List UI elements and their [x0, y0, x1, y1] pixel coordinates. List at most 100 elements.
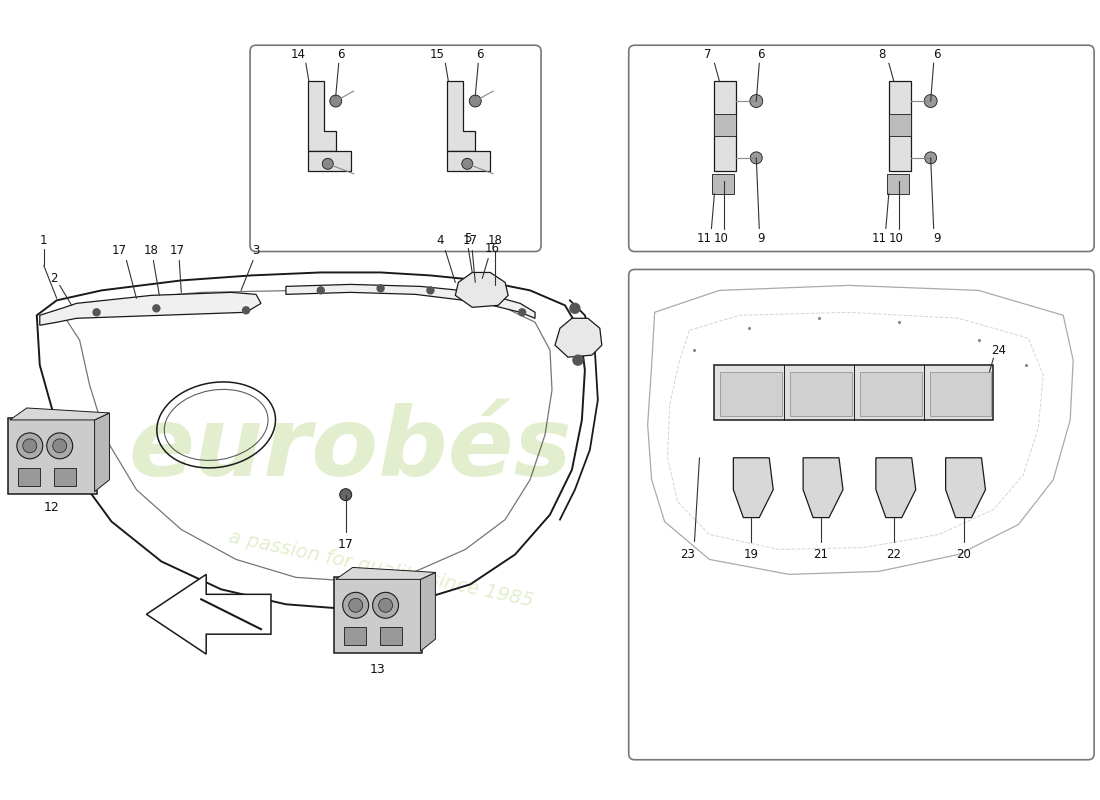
Bar — [713, 174, 735, 194]
Text: 21: 21 — [814, 548, 828, 561]
Text: 6: 6 — [476, 48, 484, 61]
Polygon shape — [455, 273, 508, 307]
Circle shape — [472, 293, 478, 300]
Polygon shape — [876, 458, 915, 518]
Polygon shape — [714, 81, 736, 170]
Circle shape — [924, 94, 937, 107]
Text: 11: 11 — [871, 232, 887, 245]
Text: 5: 5 — [464, 232, 472, 245]
Circle shape — [518, 309, 526, 316]
FancyBboxPatch shape — [8, 418, 97, 494]
Polygon shape — [146, 574, 271, 654]
Bar — [720, 372, 782, 416]
Polygon shape — [40, 292, 261, 326]
Polygon shape — [556, 318, 602, 357]
Bar — [343, 627, 365, 645]
Polygon shape — [336, 567, 436, 579]
Polygon shape — [448, 81, 475, 151]
Circle shape — [427, 287, 433, 294]
Text: 17: 17 — [463, 234, 477, 247]
Circle shape — [16, 433, 43, 458]
Circle shape — [470, 95, 481, 107]
Text: 6: 6 — [337, 48, 344, 61]
Polygon shape — [286, 285, 535, 318]
Polygon shape — [889, 81, 911, 170]
Text: 14: 14 — [290, 48, 306, 61]
Bar — [860, 372, 922, 416]
Polygon shape — [803, 458, 843, 518]
Bar — [930, 372, 991, 416]
Polygon shape — [420, 572, 436, 651]
Bar — [887, 174, 909, 194]
Text: 8: 8 — [878, 48, 886, 61]
FancyBboxPatch shape — [629, 270, 1094, 760]
FancyBboxPatch shape — [629, 46, 1094, 251]
Bar — [54, 468, 76, 486]
Text: 20: 20 — [956, 548, 971, 561]
Circle shape — [462, 158, 473, 170]
Text: 18: 18 — [144, 244, 158, 257]
Polygon shape — [10, 408, 110, 420]
Text: a passion for quality since 1985: a passion for quality since 1985 — [227, 528, 535, 611]
Text: 6: 6 — [933, 48, 940, 61]
Circle shape — [570, 303, 580, 314]
Text: 1: 1 — [40, 234, 47, 247]
FancyBboxPatch shape — [250, 46, 541, 251]
Circle shape — [23, 439, 36, 453]
Text: 2: 2 — [50, 272, 57, 285]
Text: 19: 19 — [744, 548, 759, 561]
Text: 24: 24 — [991, 344, 1005, 357]
Bar — [379, 627, 401, 645]
Circle shape — [94, 309, 100, 316]
Polygon shape — [308, 151, 351, 170]
Text: 17: 17 — [169, 244, 185, 257]
Circle shape — [340, 489, 352, 501]
Circle shape — [750, 94, 762, 107]
Circle shape — [343, 592, 368, 618]
Circle shape — [377, 285, 384, 292]
Circle shape — [573, 355, 583, 365]
Circle shape — [330, 95, 342, 107]
Text: 4: 4 — [437, 234, 444, 247]
Bar — [714, 365, 993, 420]
Circle shape — [378, 598, 393, 612]
Text: 17: 17 — [112, 244, 126, 257]
Circle shape — [373, 592, 398, 618]
Text: eurobés: eurobés — [129, 403, 572, 496]
Bar — [714, 114, 736, 136]
Text: 9: 9 — [758, 232, 764, 245]
Text: 7: 7 — [704, 48, 712, 61]
Circle shape — [47, 433, 73, 458]
Text: 13: 13 — [370, 662, 385, 675]
Bar — [889, 114, 911, 136]
Bar — [790, 372, 851, 416]
Text: 16: 16 — [485, 242, 499, 255]
Circle shape — [349, 598, 363, 612]
Circle shape — [925, 152, 937, 164]
Polygon shape — [448, 151, 491, 170]
FancyBboxPatch shape — [333, 578, 422, 653]
Circle shape — [53, 439, 67, 453]
Text: 11: 11 — [697, 232, 712, 245]
Text: 15: 15 — [430, 48, 444, 61]
Bar — [18, 468, 40, 486]
Text: 10: 10 — [889, 232, 903, 245]
Circle shape — [322, 158, 333, 170]
Text: 3: 3 — [252, 244, 260, 257]
Polygon shape — [308, 81, 336, 151]
Polygon shape — [95, 413, 110, 492]
Text: 23: 23 — [680, 548, 695, 561]
Text: 17: 17 — [338, 538, 353, 551]
Circle shape — [243, 307, 250, 314]
Polygon shape — [946, 458, 986, 518]
Text: 12: 12 — [44, 501, 59, 514]
Text: 18: 18 — [487, 234, 503, 247]
Circle shape — [750, 152, 762, 164]
Text: 9: 9 — [933, 232, 940, 245]
Circle shape — [153, 305, 159, 312]
Text: 6: 6 — [758, 48, 764, 61]
Circle shape — [317, 287, 324, 294]
Text: 10: 10 — [714, 232, 729, 245]
Polygon shape — [734, 458, 773, 518]
Text: 22: 22 — [887, 548, 901, 561]
